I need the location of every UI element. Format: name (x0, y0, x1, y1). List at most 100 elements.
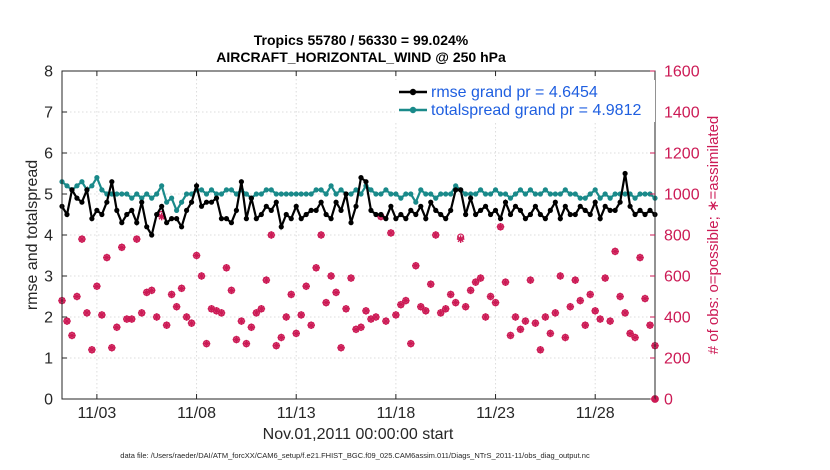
rmse-marker (273, 199, 279, 205)
obs-assimilated-marker (192, 251, 201, 260)
y-tick-label-right: 400 (664, 310, 691, 327)
obs-assimilated-marker (566, 302, 575, 311)
obs-assimilated-marker (456, 235, 465, 243)
asterisk-stroke (263, 276, 270, 284)
chart-subtitle: AIRCRAFT_HORIZONTAL_WIND @ 250 hPa (216, 49, 506, 65)
obs-assimilated-marker (646, 321, 654, 329)
rmse-marker (522, 216, 529, 222)
rmse-marker (233, 207, 240, 213)
obs-assimilated-marker (297, 311, 305, 319)
obs-assimilated-marker (83, 309, 91, 317)
asterisk-stroke (412, 262, 419, 269)
totalspread-marker (438, 191, 444, 197)
rmse-marker (542, 216, 548, 222)
rmse-marker (253, 216, 259, 222)
rmse-marker (582, 207, 588, 213)
rmse-marker (343, 191, 349, 197)
asterisk-stroke (243, 340, 250, 347)
y-tick-label-right: 0 (664, 392, 673, 409)
asterisk-stroke (103, 254, 111, 261)
asterisk-stroke (88, 346, 96, 353)
obs-assimilated-marker (596, 315, 604, 323)
obs-assimilated-marker (307, 321, 315, 329)
asterisk-stroke (462, 303, 469, 310)
rmse-marker (79, 199, 85, 205)
totalspread-marker (368, 187, 374, 193)
rmse-marker (458, 187, 464, 193)
y-tick-label-left: 4 (44, 228, 53, 245)
rmse-marker (482, 203, 489, 209)
obs-assimilated-marker (262, 276, 271, 284)
obs-assimilated-marker (108, 343, 116, 352)
obs-assimilated-marker (78, 235, 86, 243)
obs-assimilated-marker (616, 292, 624, 301)
asterisk-stroke (332, 289, 340, 296)
obs-assimilated-marker (496, 223, 505, 231)
rmse-marker (328, 216, 334, 222)
totalspread-marker (218, 191, 225, 197)
rmse-marker (403, 216, 409, 222)
totalspread-marker (637, 191, 643, 197)
asterisk-stroke (557, 272, 564, 280)
totalspread-marker (383, 187, 389, 193)
asterisk-stroke (492, 299, 499, 306)
rmse-marker (443, 216, 449, 222)
asterisk-stroke (606, 317, 614, 325)
obs-assimilated-marker (217, 309, 226, 317)
asterisk-stroke (123, 315, 130, 323)
totalspread-marker (308, 191, 314, 197)
obs-assimilated-marker (521, 317, 530, 325)
totalspread-marker (154, 191, 160, 197)
rmse-marker (348, 220, 354, 226)
rmse-marker (642, 211, 648, 218)
asterisk-stroke (163, 322, 170, 329)
rmse-marker (627, 203, 633, 209)
totalspread-marker (208, 187, 215, 193)
totalspread-marker (527, 187, 534, 193)
rmse-marker (398, 211, 404, 218)
totalspread-marker (183, 191, 190, 197)
obs-assimilated-marker (501, 278, 510, 286)
obs-assimilated-marker (287, 290, 296, 299)
asterisk-stroke (198, 272, 205, 280)
obs-assimilated-marker (486, 292, 495, 301)
rmse-marker (428, 199, 434, 205)
rmse-marker (69, 187, 75, 193)
asterisk-stroke (273, 342, 280, 349)
asterisk-stroke (193, 252, 200, 259)
asterisk-stroke (517, 326, 524, 333)
asterisk-stroke (357, 324, 365, 331)
asterisk-stroke (372, 313, 380, 321)
obs-assimilated-marker (431, 231, 440, 239)
totalspread-marker (223, 187, 230, 193)
rmse-marker (353, 203, 359, 209)
obs-assimilated-marker (491, 298, 500, 307)
asterisk-stroke (228, 287, 235, 294)
rmse-marker (263, 203, 269, 209)
obs-assimilated-marker (237, 317, 246, 325)
asterisk-stroke (577, 297, 584, 304)
rmse-marker (408, 207, 414, 213)
rmse-marker (338, 207, 344, 213)
obs-assimilated-marker (511, 313, 520, 321)
rmse-marker (278, 224, 284, 230)
rmse-marker (114, 207, 120, 213)
obs-assimilated-marker (93, 282, 101, 291)
rmse-marker (572, 211, 578, 218)
totalspread-marker (497, 191, 504, 197)
totalspread-marker (273, 191, 279, 197)
rmse-marker (169, 216, 175, 222)
totalspread-marker (632, 195, 638, 201)
totalspread-marker (99, 187, 105, 193)
obs-assimilated-marker (516, 325, 525, 334)
totalspread-marker (522, 191, 529, 197)
asterisk-stroke (602, 274, 609, 282)
asterisk-stroke (611, 248, 619, 255)
rmse-marker (154, 211, 160, 218)
totalspread-marker (448, 191, 454, 197)
obs-assimilated-marker (68, 331, 76, 340)
totalspread-marker (602, 191, 608, 197)
totalspread-marker (89, 183, 95, 189)
rmse-marker (188, 199, 195, 205)
